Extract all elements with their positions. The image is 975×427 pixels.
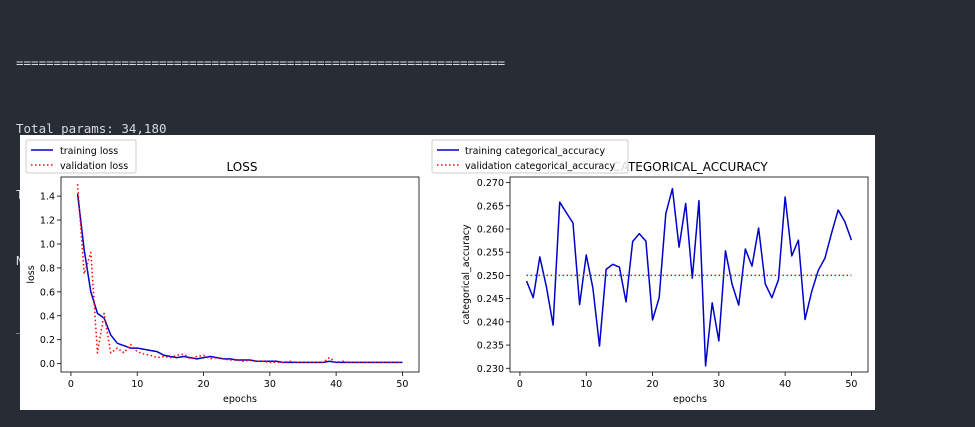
accuracy-ytick-label: 0.230 [477,364,504,375]
loss-ytick-label: 0.0 [40,359,55,370]
loss-ytick-label: 0.6 [40,287,55,298]
accuracy-xtick-label: 30 [713,379,725,390]
loss-ytick-label: 0.4 [40,311,55,322]
figure-canvas: LOSS 0 10 20 30 40 50 0.0 0.2 0.4 0.6 0.8 1.0 1.2 1.4… [25,139,869,405]
accuracy-ytick-label: 0.260 [477,225,504,236]
loss-axes-frame [60,176,420,373]
loss-ytick-label: 1.0 [40,239,55,250]
accuracy-legend-training-label: training categorical_accuracy [465,146,605,157]
loss-chart: LOSS 0 10 20 30 40 50 0.0 0.2 0.4 0.6 0.8 1.0 1.2 1.4… [25,139,420,405]
accuracy-ytick-label: 0.245 [477,294,504,305]
matplotlib-figure: LOSS 0 10 20 30 40 50 0.0 0.2 0.4 0.6 0.8 1.0 1.2 1.4… [20,135,875,410]
loss-xtick-label: 20 [197,379,209,390]
accuracy-xtick-label: 20 [646,379,658,390]
loss-xtick-label: 30 [264,379,276,390]
loss-ytick-label: 0.2 [40,335,55,346]
loss-ytick-label: 1.4 [40,192,55,203]
loss-ytick-label: 1.2 [40,216,55,227]
loss-xtick-label: 40 [330,379,342,390]
loss-validation-line [76,184,403,364]
accuracy-ytick-label: 0.265 [477,201,504,212]
accuracy-ytick-label: 0.240 [477,317,504,328]
accuracy-xtick-label: 0 [517,379,523,390]
accuracy-ytick-label: 0.270 [477,178,504,189]
accuracy-training-line [525,187,853,367]
loss-xtick-label: 10 [131,379,143,390]
loss-xlabel: epochs [223,394,257,405]
accuracy-chart: CATEGORICAL_ACCURACY 0 10 20 30 40 50 0.230 0.2… [431,139,869,405]
accuracy-legend-validation-label: validation categorical_accuracy [465,161,615,172]
accuracy-xtick-label: 40 [779,379,791,390]
loss-legend: training loss validation loss [25,139,137,174]
accuracy-series [525,187,853,367]
accuracy-legend: training categorical_accuracy validation… [431,139,629,174]
accuracy-xtick-label: 50 [845,379,857,390]
loss-legend-training-label: training loss [60,146,118,157]
loss-legend-validation-label: validation loss [60,161,128,172]
accuracy-ylabel: categorical_accuracy [461,224,472,325]
loss-ylabel: loss [26,265,37,283]
accuracy-xlabel: epochs [673,394,707,405]
loss-training-line [76,193,403,364]
loss-xtick-label: 0 [68,379,74,390]
accuracy-axes-frame [509,176,869,373]
accuracy-ytick-label: 0.250 [477,271,504,282]
separator-top: ========================================… [16,55,506,70]
accuracy-ticks: 0 10 20 30 40 50 0.230 0.235 0.240 0.245 0.250 0.25… [477,178,858,390]
accuracy-ytick-label: 0.235 [477,341,504,352]
loss-series [76,184,403,364]
accuracy-title: CATEGORICAL_ACCURACY [612,160,768,174]
loss-ticks: 0 10 20 30 40 50 0.0 0.2 0.4 0.6 0.8 1.0 1.2 1.4 [40,192,409,390]
loss-ytick-label: 0.8 [40,263,55,274]
accuracy-xtick-label: 10 [580,379,592,390]
total-params: Total params: 34,180 [16,121,167,136]
loss-title: LOSS [227,160,258,174]
accuracy-ytick-label: 0.255 [477,248,504,259]
loss-xtick-label: 50 [396,379,408,390]
